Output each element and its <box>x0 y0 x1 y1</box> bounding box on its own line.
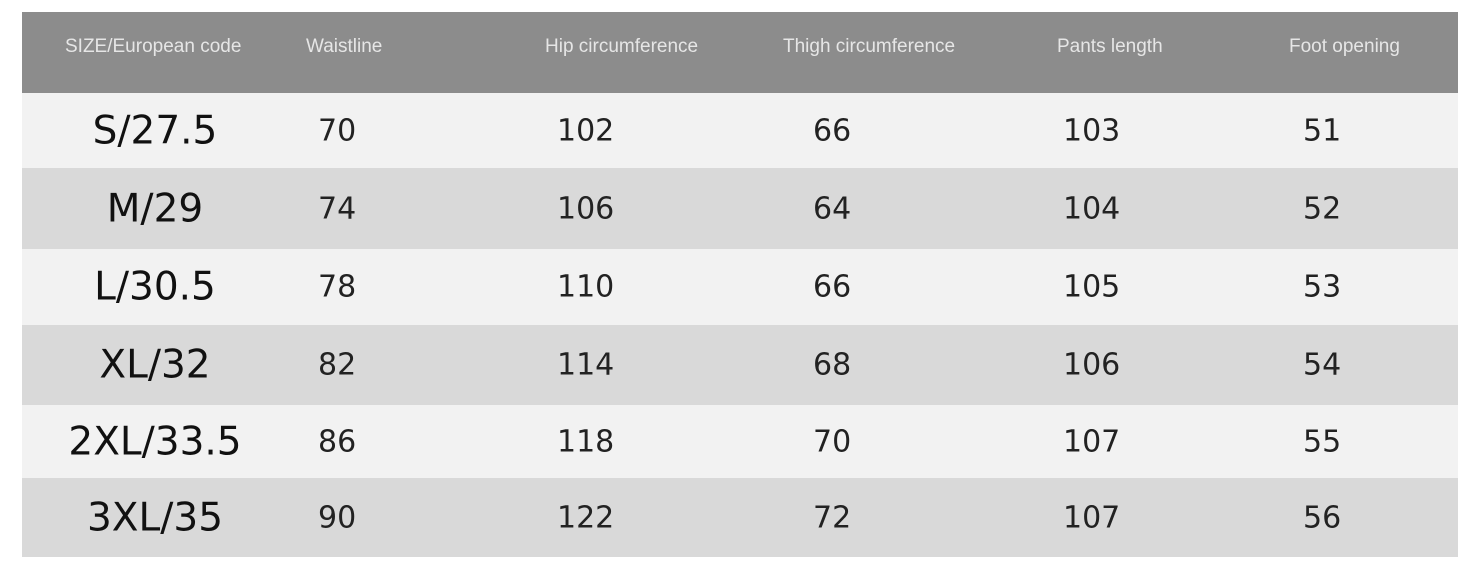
cell-foot-opening: 55 <box>1303 424 1342 459</box>
cell-hip: 110 <box>557 269 615 305</box>
cell-thigh: 66 <box>813 269 852 305</box>
cell-size: 3XL/35 <box>86 495 224 540</box>
cell-foot-opening: 56 <box>1303 500 1342 535</box>
cell-hip: 102 <box>557 113 615 148</box>
cell-pants-length: 106 <box>1063 347 1121 383</box>
table-row: M/29 74 106 64 104 52 <box>22 168 1458 249</box>
cell-hip: 114 <box>557 347 615 383</box>
cell-pants-length: 104 <box>1063 191 1121 226</box>
cell-size: 2XL/33.5 <box>68 419 242 464</box>
header-thigh: Thigh circumference <box>783 36 956 57</box>
table-header: SIZE/European code Waistline Hip circumf… <box>22 12 1458 93</box>
cell-size: XL/32 <box>99 342 211 388</box>
size-chart-table: SIZE/European code Waistline Hip circumf… <box>22 12 1458 557</box>
cell-thigh: 70 <box>813 424 852 459</box>
header-waistline: Waistline <box>306 36 383 57</box>
cell-pants-length: 103 <box>1063 113 1121 148</box>
cell-waistline: 78 <box>318 269 357 305</box>
cell-size: M/29 <box>106 186 204 231</box>
table-row: S/27.5 70 102 66 103 51 <box>22 93 1458 168</box>
header-size: SIZE/European code <box>65 36 242 57</box>
cell-waistline: 90 <box>318 500 357 535</box>
cell-size: S/27.5 <box>92 108 218 153</box>
cell-waistline: 70 <box>318 113 357 148</box>
cell-hip: 118 <box>557 424 615 459</box>
cell-waistline: 86 <box>318 424 357 459</box>
cell-foot-opening: 52 <box>1303 191 1342 226</box>
table-row: 3XL/35 90 122 72 107 56 <box>22 478 1458 557</box>
cell-foot-opening: 54 <box>1303 347 1342 383</box>
cell-foot-opening: 51 <box>1303 113 1342 148</box>
table-row: L/30.5 78 110 66 105 53 <box>22 249 1458 325</box>
cell-thigh: 68 <box>813 347 852 383</box>
header-foot-opening: Foot opening <box>1289 36 1400 57</box>
table-row: XL/32 82 114 68 106 54 <box>22 325 1458 405</box>
cell-thigh: 64 <box>813 191 852 226</box>
cell-waistline: 82 <box>318 347 357 383</box>
cell-hip: 122 <box>557 500 615 535</box>
cell-hip: 106 <box>557 191 615 226</box>
header-hip: Hip circumference <box>545 36 699 57</box>
cell-waistline: 74 <box>318 191 357 226</box>
cell-thigh: 72 <box>813 500 852 535</box>
cell-pants-length: 107 <box>1063 424 1121 459</box>
cell-size: L/30.5 <box>94 264 216 310</box>
table-row: 2XL/33.5 86 118 70 107 55 <box>22 405 1458 478</box>
cell-pants-length: 107 <box>1063 500 1121 535</box>
cell-pants-length: 105 <box>1063 269 1121 305</box>
cell-thigh: 66 <box>813 113 852 148</box>
header-pants-length: Pants length <box>1057 36 1163 57</box>
cell-foot-opening: 53 <box>1303 269 1342 305</box>
